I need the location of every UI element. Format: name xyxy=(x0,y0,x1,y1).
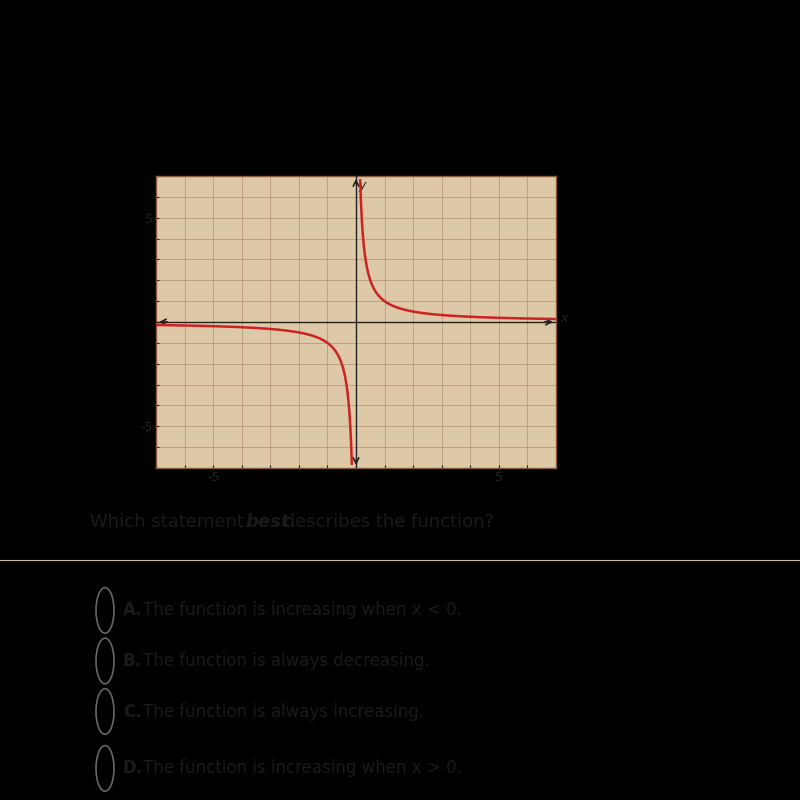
Text: The function is always decreasing.: The function is always decreasing. xyxy=(143,652,430,670)
Text: A.: A. xyxy=(123,602,142,619)
Text: C.: C. xyxy=(123,702,142,721)
Text: B.: B. xyxy=(123,652,142,670)
Text: best: best xyxy=(245,513,290,531)
Text: The function is always increasing.: The function is always increasing. xyxy=(143,702,424,721)
Text: Which statement: Which statement xyxy=(90,513,250,531)
Text: D.: D. xyxy=(123,759,143,778)
Text: y: y xyxy=(358,179,366,192)
Text: describes the function?: describes the function? xyxy=(278,513,494,531)
Text: The function is increasing when x < 0.: The function is increasing when x < 0. xyxy=(143,602,462,619)
Text: The function is increasing when x > 0.: The function is increasing when x > 0. xyxy=(143,759,462,778)
Text: x: x xyxy=(560,312,568,325)
